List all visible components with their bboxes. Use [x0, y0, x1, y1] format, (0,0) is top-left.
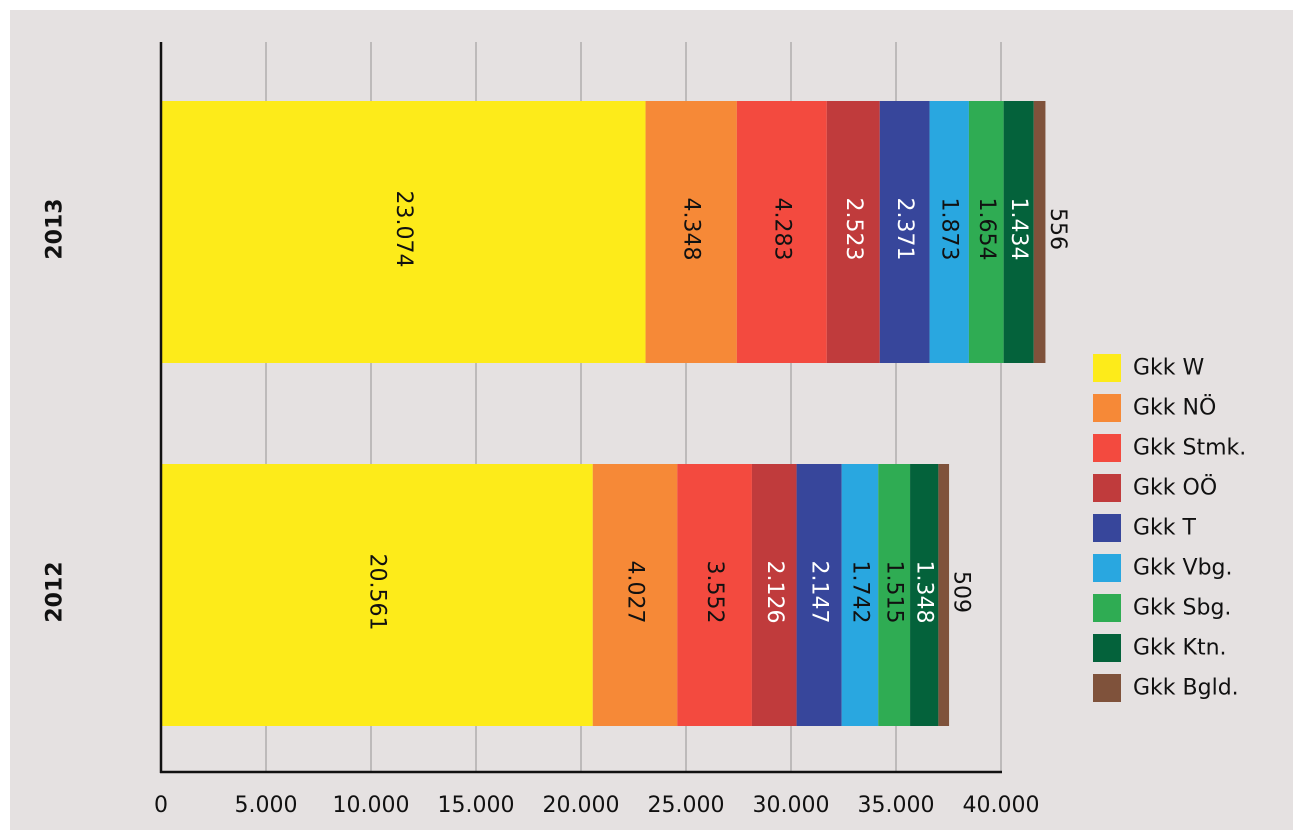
data-label: 4.027 — [623, 561, 648, 624]
legend-label: Gkk Sbg. — [1133, 596, 1231, 621]
data-label: 1.654 — [974, 198, 999, 261]
bar-segment — [938, 464, 950, 726]
legend-label: Gkk Stmk. — [1133, 436, 1246, 461]
x-tick-label: 25.000 — [648, 793, 725, 818]
bar-segment — [910, 464, 939, 726]
data-labels: 23.074 4.348 4.283 2.523 2.371 1.873 1.654 1.43… — [364, 191, 1070, 631]
bar-segment — [1003, 101, 1034, 363]
legend-swatch — [1093, 514, 1121, 542]
bar-segment — [796, 464, 842, 726]
bar-segment — [161, 101, 646, 363]
legend-label: Gkk Vbg. — [1133, 556, 1233, 581]
data-label: 1.434 — [1006, 198, 1031, 261]
bar-segment — [929, 101, 969, 363]
data-label: 509 — [949, 571, 974, 613]
legend-swatch — [1093, 434, 1121, 462]
legend-label: Gkk NÖ — [1133, 395, 1216, 421]
bar-segment — [592, 464, 678, 726]
data-label: 556 — [1045, 208, 1070, 250]
data-label: 1.742 — [847, 561, 872, 624]
data-label: 4.283 — [769, 198, 794, 261]
x-tick-label: 40.000 — [963, 793, 1040, 818]
bar-segment — [645, 101, 737, 363]
legend-swatch — [1093, 354, 1121, 382]
x-tick-labels: 0 5.000 10.000 15.000 20.000 25.000 30.000 35.0… — [154, 793, 1039, 818]
stacked-bar-chart: 23.074 4.348 4.283 2.523 2.371 1.873 1.654 1.43… — [43, 42, 1246, 818]
legend: Gkk W Gkk NÖ Gkk Stmk. Gkk OÖ Gkk T Gkk Vbg. G… — [1093, 354, 1246, 702]
data-label: 1.873 — [937, 198, 962, 261]
legend-swatch — [1093, 634, 1121, 662]
legend-label: Gkk Bgld. — [1133, 676, 1239, 701]
legend-swatch — [1093, 474, 1121, 502]
data-label: 2.371 — [892, 198, 917, 261]
data-label: 2.126 — [762, 561, 787, 624]
category-label: 2013 — [43, 198, 68, 259]
legend-swatch — [1093, 394, 1121, 422]
data-label: 1.348 — [912, 561, 937, 624]
data-label: 2.523 — [841, 198, 866, 261]
data-label: 20.561 — [364, 554, 389, 631]
data-label: 3.552 — [702, 561, 727, 624]
legend-swatch — [1093, 674, 1121, 702]
bar-segment — [161, 464, 593, 726]
bar-segment — [879, 101, 930, 363]
legend-label: Gkk Ktn. — [1133, 636, 1227, 661]
legend-label: Gkk OÖ — [1133, 475, 1217, 501]
axes — [159, 42, 1002, 774]
data-label: 4.348 — [679, 198, 704, 261]
bar-segment — [841, 464, 879, 726]
x-tick-label: 20.000 — [543, 793, 620, 818]
x-tick-label: 5.000 — [235, 793, 298, 818]
category-labels: 2013 2012 — [43, 198, 68, 622]
legend-label: Gkk T — [1133, 516, 1197, 541]
data-label: 23.074 — [391, 191, 416, 268]
bar-segment — [751, 464, 797, 726]
x-tick-label: 15.000 — [438, 793, 515, 818]
category-label: 2012 — [43, 561, 68, 622]
data-label: 1.515 — [882, 561, 907, 624]
bar-segment — [736, 101, 827, 363]
bars — [161, 101, 1046, 726]
bar-segment — [677, 464, 752, 726]
x-tick-label: 0 — [154, 793, 168, 818]
legend-swatch — [1093, 594, 1121, 622]
x-tick-label: 30.000 — [753, 793, 830, 818]
x-tick-label: 35.000 — [858, 793, 935, 818]
legend-label: Gkk W — [1133, 356, 1205, 381]
x-tick-label: 10.000 — [333, 793, 410, 818]
bar-segment — [1033, 101, 1046, 363]
data-label: 2.147 — [807, 561, 832, 624]
legend-swatch — [1093, 554, 1121, 582]
chart-container: 23.074 4.348 4.283 2.523 2.371 1.873 1.654 1.43… — [10, 10, 1293, 830]
bar-segment — [878, 464, 911, 726]
bar-segment — [968, 101, 1004, 363]
bar-segment — [826, 101, 880, 363]
